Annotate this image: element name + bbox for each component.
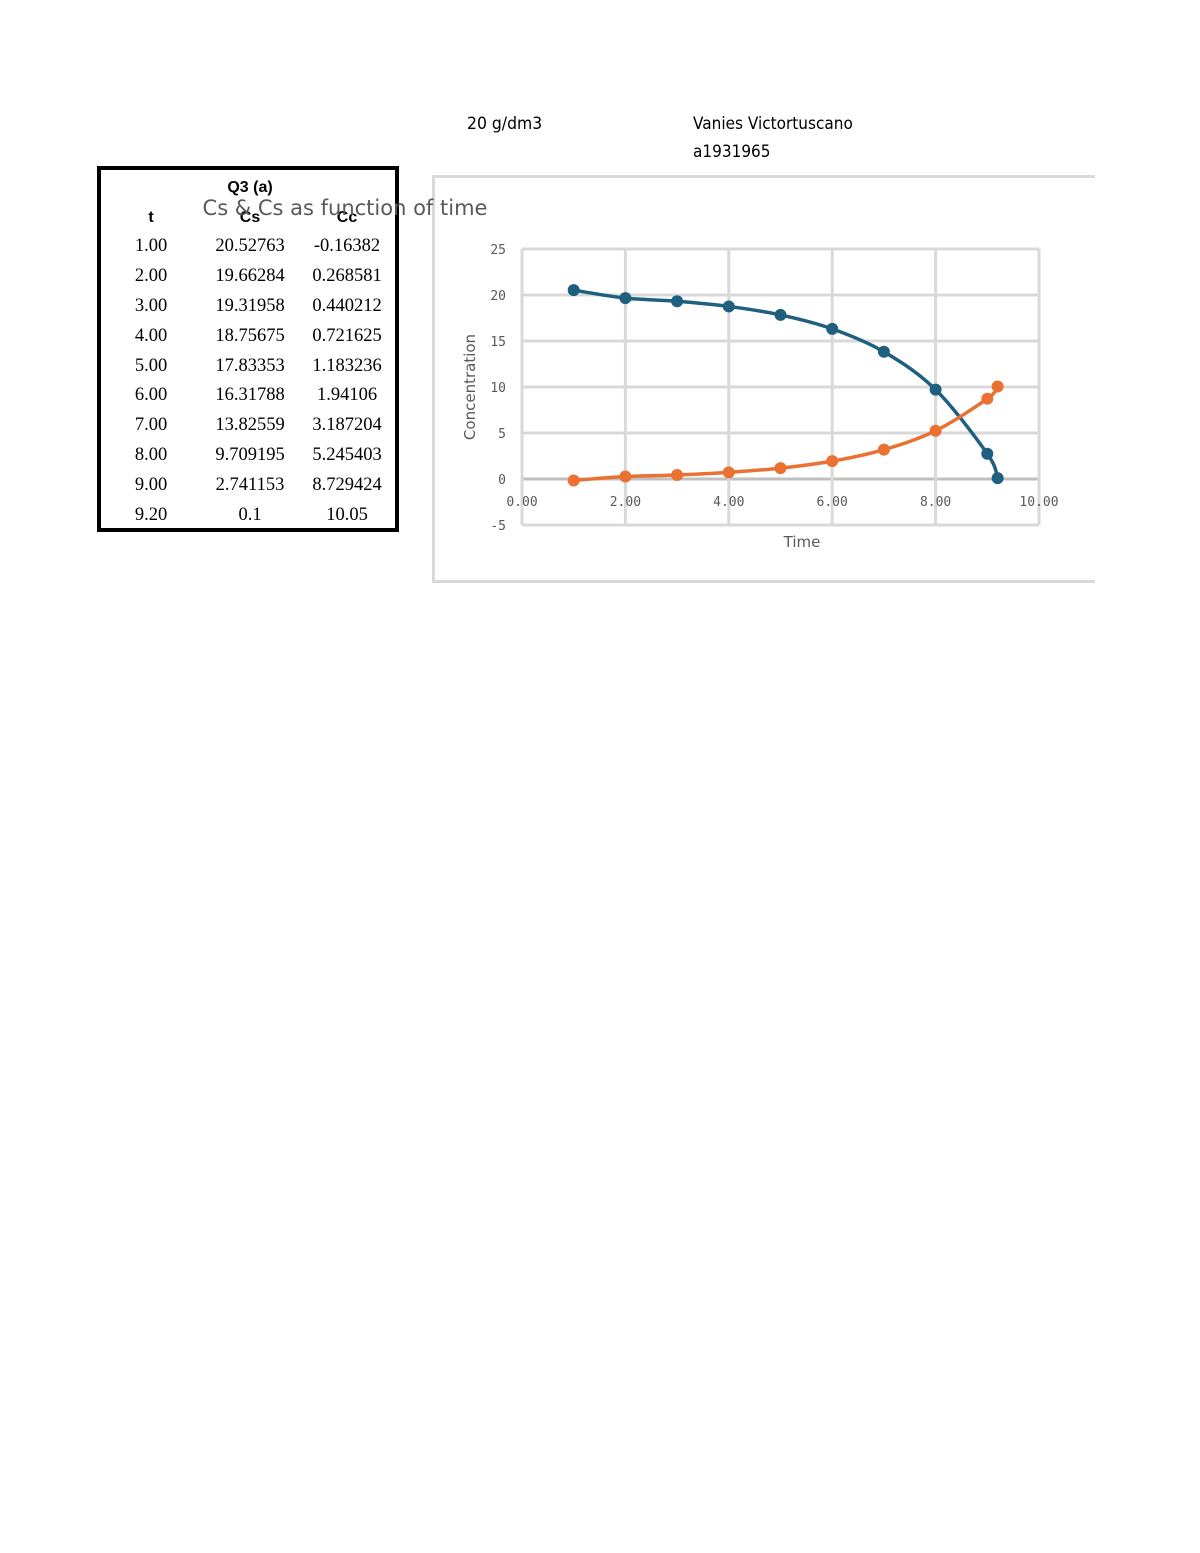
cell-cs: 13.82559 — [215, 415, 285, 436]
table-row: 4.00 18.75675 0.721625 — [101, 321, 395, 351]
data-point-cc — [991, 380, 1004, 393]
data-point-cs — [722, 300, 735, 313]
cell-cs: 2.741153 — [215, 474, 285, 495]
table-row: 8.00 9.709195 5.245403 — [101, 441, 395, 471]
cell-t: 3.00 — [134, 295, 168, 316]
data-point-cs — [991, 472, 1004, 485]
cell-cs: 19.66284 — [215, 266, 285, 287]
cell-t: 6.00 — [134, 385, 168, 406]
x-tick-label: 0.00 — [506, 495, 537, 510]
data-point-cs — [826, 322, 839, 335]
data-point-cs — [619, 292, 632, 305]
x-tick-label: 2.00 — [610, 495, 641, 510]
series-line-cs — [573, 288, 1000, 479]
data-point-cs — [567, 284, 580, 297]
data-point-cs — [671, 295, 684, 308]
cell-cc: 0.721625 — [312, 325, 382, 346]
data-point-cc — [826, 455, 839, 468]
y-tick-label: -5 — [490, 519, 506, 534]
cell-cc: 10.05 — [326, 504, 368, 525]
data-point-cc — [929, 424, 942, 437]
table-row: 3.00 19.31958 0.440212 — [101, 292, 395, 322]
cell-cs: 20.52763 — [215, 236, 285, 257]
data-point-cc — [619, 470, 632, 483]
cell-cc: 5.245403 — [312, 444, 382, 465]
unit-label: 20 g/dm3 — [467, 114, 543, 134]
y-axis-title: Concentration — [461, 334, 479, 440]
cell-cc: 0.268581 — [312, 266, 382, 287]
cell-t: 9.00 — [134, 474, 168, 495]
cell-t: 1.00 — [134, 236, 168, 257]
data-point-cs — [774, 308, 787, 321]
column-header-cs: Cs — [239, 209, 261, 226]
data-point-cc — [981, 392, 994, 405]
column-header-t: t — [148, 209, 154, 226]
author-name: Vanies Victortuscano — [693, 114, 853, 134]
cell-cc: 3.187204 — [312, 415, 382, 436]
chart-frame — [432, 175, 1095, 583]
x-tick-label: 6.00 — [817, 495, 848, 510]
author-id: a1931965 — [693, 142, 771, 162]
x-tick-label: 10.00 — [1019, 495, 1058, 510]
x-axis-title: Time — [783, 533, 821, 551]
x-tick-label: 8.00 — [920, 495, 951, 510]
y-tick-label: 25 — [490, 243, 506, 258]
cell-cs: 19.31958 — [215, 295, 285, 316]
table-row: 6.00 16.31788 1.94106 — [101, 381, 395, 411]
data-point-cs — [981, 447, 994, 460]
table-title: Q3 (a) — [227, 179, 273, 196]
cell-cs: 0.1 — [238, 504, 262, 525]
cell-cc: 0.440212 — [312, 295, 382, 316]
data-point-cs — [877, 345, 890, 358]
y-tick-label: 10 — [490, 381, 506, 396]
series-line-cc — [573, 385, 1000, 483]
cell-t: 4.00 — [134, 325, 168, 346]
cell-cc: 1.183236 — [312, 355, 382, 376]
x-tick-label: 4.00 — [713, 495, 744, 510]
chart-title: Cs & Cs as function of time — [202, 196, 488, 220]
table-row: 5.00 17.83353 1.183236 — [101, 351, 395, 381]
data-point-cc — [567, 474, 580, 487]
y-tick-label: 20 — [490, 289, 506, 304]
cell-t: 7.00 — [134, 415, 168, 436]
cell-cs: 16.31788 — [215, 385, 285, 406]
chart-plot: -5 0 5 10 15 20 25 0.00 2.00 4.00 6.00 8.00 10.00 Tim… — [461, 243, 1059, 551]
y-tick-label: 15 — [490, 335, 506, 350]
data-point-cc — [671, 468, 684, 481]
table-row: 2.00 19.66284 0.268581 — [101, 262, 395, 292]
y-tick-label: 0 — [498, 473, 506, 488]
table-row: 9.00 2.741153 8.729424 — [101, 470, 395, 500]
cell-cs: 9.709195 — [215, 444, 285, 465]
data-point-cc — [722, 466, 735, 479]
table-row: 1.00 20.52763 -0.16382 — [101, 232, 395, 262]
cell-t: 8.00 — [134, 444, 168, 465]
cell-t: 2.00 — [134, 266, 168, 287]
data-point-cs — [929, 383, 942, 396]
cell-t: 9.20 — [134, 504, 168, 525]
data-table: Q3 (a) t Cs Cc 1.00 20.52763 -0.16382 2.00 1… — [101, 170, 395, 530]
data-point-cc — [877, 443, 890, 456]
cell-cc: 1.94106 — [316, 385, 378, 406]
cell-cc: -0.16382 — [313, 236, 381, 257]
cell-cs: 17.83353 — [215, 355, 285, 376]
cell-cs: 18.75675 — [215, 325, 285, 346]
table-row: 9.20 0.1 10.05 — [101, 500, 395, 530]
column-header-cc: Cc — [336, 209, 358, 226]
data-table-box: Q3 (a) t Cs Cc 1.00 20.52763 -0.16382 2.00 1… — [97, 166, 399, 532]
table-row: 7.00 13.82559 3.187204 — [101, 411, 395, 441]
data-point-cc — [774, 462, 787, 475]
y-tick-label: 5 — [498, 427, 506, 442]
cell-cc: 8.729424 — [312, 474, 382, 495]
cell-t: 5.00 — [134, 355, 168, 376]
